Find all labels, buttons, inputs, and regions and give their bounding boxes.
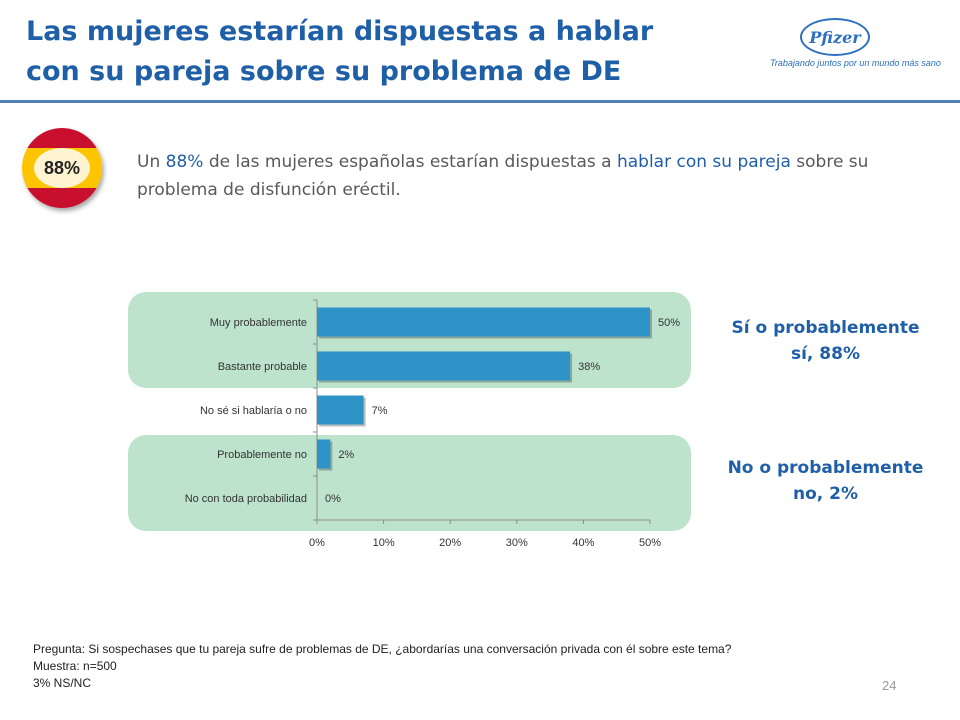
negative-group-band xyxy=(128,435,691,531)
x-tick-label: 30% xyxy=(506,537,528,549)
data-label: 2% xyxy=(338,449,354,461)
spain-flag-badge: 88% xyxy=(22,128,102,208)
page-number: 24 xyxy=(882,678,897,693)
bar xyxy=(317,439,331,469)
intro-highlight-2: hablar con su pareja xyxy=(616,152,791,172)
logo-oval: Pfizer xyxy=(800,18,870,56)
intro-highlight-1: 88% xyxy=(165,152,204,172)
x-tick-label: 20% xyxy=(439,537,461,549)
category-label: No con toda probabilidad xyxy=(185,493,307,505)
logo-name: Pfizer xyxy=(809,27,861,47)
x-tick-label: 50% xyxy=(639,537,661,549)
x-tick-label: 40% xyxy=(572,537,594,549)
data-label: 50% xyxy=(658,317,680,329)
title-line-1: Las mujeres estarían dispuestas a hablar xyxy=(26,16,654,47)
intro-part-2: de las mujeres españolas estarían dispue… xyxy=(203,152,617,172)
footer-notes: Pregunta: Si sospechases que tu pareja s… xyxy=(33,641,731,692)
title-line-2: con su pareja sobre su problema de DE xyxy=(26,56,622,87)
category-label: Probablemente no xyxy=(217,449,307,461)
category-label: Bastante probable xyxy=(218,361,307,373)
footer-sample: Muestra: n=500 xyxy=(33,659,117,673)
positive-summary: Sí o probablemente sí, 88% xyxy=(731,318,920,364)
intro-text: Un 88% de las mujeres españolas estarían… xyxy=(137,148,897,204)
title-divider xyxy=(0,100,960,103)
data-label: 0% xyxy=(325,493,341,505)
data-label: 7% xyxy=(372,405,388,417)
category-label: No sé si hablaría o no xyxy=(200,405,307,417)
bar xyxy=(317,351,571,381)
badge-value: 88% xyxy=(34,148,90,188)
x-tick-label: 0% xyxy=(309,537,325,549)
bar xyxy=(317,307,650,337)
bar xyxy=(317,395,364,425)
category-label: Muy probablemente xyxy=(210,317,307,329)
x-tick-label: 10% xyxy=(373,537,395,549)
intro-part-1: Un xyxy=(137,152,166,172)
footer-question: Pregunta: Si sospechases que tu pareja s… xyxy=(33,642,732,656)
logo-tagline: Trabajando juntos por un mundo más sano xyxy=(770,58,941,68)
intro-part-3: sobre su problema de disfunción eréctil. xyxy=(137,152,869,200)
pfizer-logo: Pfizer Trabajando juntos por un mundo má… xyxy=(770,18,950,74)
data-label: 38% xyxy=(578,361,600,373)
page-title: Las mujeres estarían dispuestas a hablar… xyxy=(26,12,706,92)
negative-summary: No o probablemente no, 2% xyxy=(727,458,924,504)
footer-nsnc: 3% NS/NC xyxy=(33,676,92,690)
